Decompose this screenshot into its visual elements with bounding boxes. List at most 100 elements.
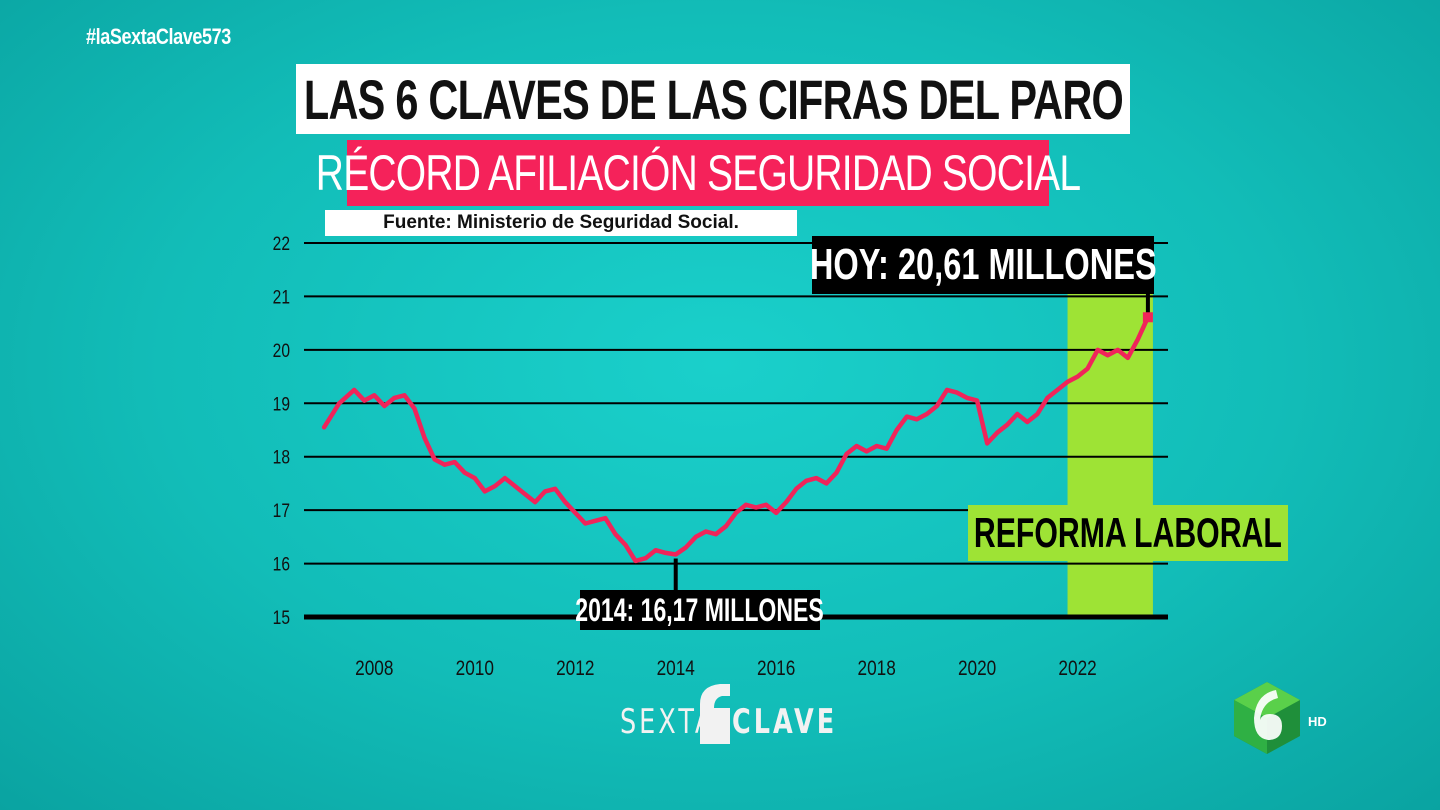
data-point: [1045, 396, 1050, 400]
data-point: [975, 399, 979, 403]
data-point: [824, 481, 829, 486]
data-point: [1136, 337, 1140, 341]
x-tick-label: 2018: [858, 658, 896, 681]
data-point: [895, 428, 899, 432]
data-point: [643, 556, 648, 560]
data-point: [493, 484, 497, 488]
sexta-clave-logo: SEXTA CLAVE: [620, 680, 834, 748]
y-tick-label: 15: [273, 607, 290, 629]
data-point: [1106, 353, 1110, 357]
data-point: [422, 436, 427, 440]
data-point: [523, 492, 527, 496]
data-point: [905, 415, 909, 419]
data-point: [1075, 374, 1080, 379]
low-annotation: 2014: 16,17 MILLONES: [576, 590, 824, 630]
data-point: [834, 471, 839, 475]
data-point: [362, 399, 366, 403]
data-point: [945, 388, 949, 392]
data-point: [337, 401, 341, 405]
y-tick-label: 21: [273, 286, 290, 308]
affiliation-series-line: [321, 315, 1151, 564]
data-point: [402, 393, 407, 397]
data-point: [885, 447, 889, 451]
today-marker: [1142, 312, 1153, 323]
data-point: [784, 500, 788, 504]
data-point: [955, 391, 959, 395]
data-point: [623, 543, 628, 547]
data-point: [573, 511, 577, 515]
data-point: [433, 457, 437, 461]
title-banner: LAS 6 CLAVES DE LAS CIFRAS DEL PARO: [296, 64, 1130, 134]
data-point: [633, 559, 638, 563]
data-point: [382, 404, 386, 408]
data-point: [814, 476, 818, 480]
y-tick-label: 17: [273, 500, 290, 522]
data-point: [654, 548, 658, 552]
data-point: [463, 471, 467, 475]
low-annotation-text: 2014: 16,17 MILLONES: [575, 591, 825, 628]
data-point: [854, 444, 859, 448]
data-point: [412, 407, 417, 411]
page-subtitle: RÉCORD AFILIACIÓN SEGURIDAD SOCIAL: [315, 145, 1081, 201]
x-tick-label: 2014: [657, 658, 696, 681]
data-point: [553, 487, 557, 491]
data-point: [704, 529, 708, 534]
data-point: [483, 489, 487, 494]
data-point: [684, 545, 688, 550]
data-point: [503, 476, 507, 480]
hd-badge: HD: [1308, 714, 1327, 729]
data-point: [925, 412, 929, 416]
data-point: [1096, 348, 1100, 352]
y-tick-label: 18: [273, 446, 290, 468]
data-point: [794, 487, 798, 491]
reform-band: [1067, 290, 1153, 617]
data-point: [714, 532, 718, 536]
y-tick-label: 16: [273, 553, 290, 575]
reform-annotation-text: REFORMA LABORAL: [974, 509, 1282, 556]
data-point: [473, 476, 477, 480]
x-tick-label: 2012: [556, 658, 594, 681]
data-point: [1086, 366, 1090, 371]
data-point: [674, 552, 678, 557]
data-point: [513, 484, 517, 488]
data-point: [915, 417, 919, 421]
data-point: [865, 449, 869, 453]
data-point: [443, 463, 447, 467]
data-point: [664, 551, 668, 555]
hashtag: #laSextaClave573: [86, 24, 231, 49]
subtitle-banner: RÉCORD AFILIACIÓN SEGURIDAD SOCIAL: [316, 140, 1081, 206]
data-point: [563, 500, 567, 504]
data-point: [372, 393, 376, 397]
data-point: [322, 425, 326, 429]
today-annotation-text: HOY: 20,61 MILLONES: [809, 240, 1157, 289]
logo-sexta-text: SEXTA: [620, 702, 716, 742]
data-point: [392, 396, 397, 400]
y-tick-label: 22: [273, 233, 290, 255]
data-point: [1116, 348, 1120, 352]
data-point: [613, 532, 618, 536]
data-point: [1065, 380, 1070, 384]
data-point: [734, 511, 738, 515]
data-point: [1035, 412, 1039, 416]
data-point: [603, 516, 607, 520]
data-point: [352, 388, 356, 392]
data-point: [1005, 423, 1009, 427]
data-point: [543, 489, 547, 494]
data-point: [744, 503, 748, 507]
data-point: [694, 535, 698, 539]
data-point: [724, 524, 728, 528]
x-tick-label: 2022: [1058, 658, 1096, 681]
data-point: [804, 479, 808, 483]
source-note: Fuente: Ministerio de Seguridad Social.: [325, 210, 797, 236]
data-point: [1025, 420, 1029, 424]
x-tick-label: 2020: [958, 658, 996, 681]
data-point: [844, 452, 849, 456]
data-point: [875, 444, 879, 448]
logo-clave-text: CLAVE: [732, 702, 838, 742]
data-point: [1015, 412, 1019, 416]
x-tick-label: 2016: [757, 658, 795, 681]
data-point: [533, 500, 537, 504]
data-point: [1126, 356, 1130, 360]
x-tick-label: 2010: [456, 658, 494, 681]
y-tick-label: 19: [273, 393, 290, 415]
